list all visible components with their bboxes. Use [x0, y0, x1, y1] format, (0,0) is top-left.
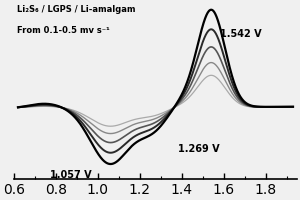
Text: 1.057 V: 1.057 V — [50, 170, 91, 180]
Text: Li₂S₆ / LGPS / Li-amalgam: Li₂S₆ / LGPS / Li-amalgam — [16, 5, 135, 14]
Text: 1.542 V: 1.542 V — [220, 29, 261, 39]
Text: 1.269 V: 1.269 V — [178, 144, 219, 154]
Text: From 0.1-0.5 mv s⁻¹: From 0.1-0.5 mv s⁻¹ — [16, 26, 110, 35]
